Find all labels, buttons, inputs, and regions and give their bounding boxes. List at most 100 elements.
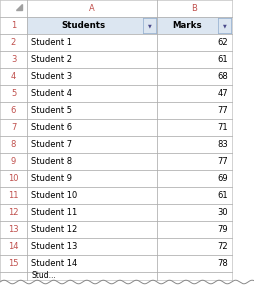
Text: ▼: ▼ (148, 23, 151, 28)
Bar (27, 17, 157, 34)
Bar (0, 153, 27, 170)
Bar (27, 136, 157, 153)
Bar (157, 34, 232, 51)
Bar (0, 68, 27, 85)
Bar (27, 51, 157, 68)
Text: 12: 12 (8, 208, 19, 217)
Bar (0, 51, 27, 68)
Text: 79: 79 (217, 225, 228, 234)
Text: Student 6: Student 6 (31, 123, 72, 132)
Text: 9: 9 (11, 157, 16, 166)
Text: 71: 71 (217, 123, 228, 132)
Bar (0, 17, 27, 34)
Bar (0, 221, 27, 238)
Bar (157, 102, 232, 119)
Bar (157, 136, 232, 153)
Bar (0, 0, 27, 17)
Text: Student 3: Student 3 (31, 72, 72, 81)
Bar (218, 18, 231, 33)
Bar (157, 238, 232, 255)
Bar (0, 34, 27, 51)
Text: 7: 7 (11, 123, 16, 132)
Bar (0, 255, 27, 272)
Bar (0, 204, 27, 221)
Bar (157, 51, 232, 68)
Text: Student 4: Student 4 (31, 89, 72, 98)
Text: 14: 14 (8, 242, 19, 251)
Text: 13: 13 (8, 225, 19, 234)
Text: 5: 5 (11, 89, 16, 98)
Text: Student 14: Student 14 (31, 259, 77, 268)
Bar (27, 221, 157, 238)
Text: Student 2: Student 2 (31, 55, 72, 64)
Bar (27, 204, 157, 221)
Bar (0, 119, 27, 136)
Bar (143, 18, 156, 33)
Text: 2: 2 (11, 38, 16, 47)
Text: Marks: Marks (173, 21, 202, 30)
Bar (157, 68, 232, 85)
Text: 78: 78 (217, 259, 228, 268)
Bar (27, 68, 157, 85)
Text: Student 10: Student 10 (31, 191, 77, 200)
Text: 47: 47 (217, 89, 228, 98)
Bar (27, 153, 157, 170)
Bar (27, 238, 157, 255)
Text: 11: 11 (8, 191, 19, 200)
Text: A: A (89, 4, 95, 13)
Bar (27, 119, 157, 136)
Bar (157, 204, 232, 221)
Text: 3: 3 (11, 55, 16, 64)
Bar (157, 272, 232, 280)
Text: 8: 8 (11, 140, 16, 149)
Text: 1: 1 (11, 21, 16, 30)
Text: Student 5: Student 5 (31, 106, 72, 115)
Bar (27, 272, 157, 280)
Bar (0, 170, 27, 187)
Bar (27, 187, 157, 204)
Text: Students: Students (61, 21, 105, 30)
Bar (157, 119, 232, 136)
Text: Student 9: Student 9 (31, 174, 72, 183)
Bar (157, 17, 232, 34)
Text: 68: 68 (217, 72, 228, 81)
Text: 72: 72 (217, 242, 228, 251)
Bar (0, 136, 27, 153)
Text: 83: 83 (217, 140, 228, 149)
Text: Student 8: Student 8 (31, 157, 72, 166)
Text: 4: 4 (11, 72, 16, 81)
Bar (0, 272, 27, 280)
Text: 15: 15 (8, 259, 19, 268)
Polygon shape (16, 4, 22, 10)
Text: Student 12: Student 12 (31, 225, 77, 234)
Text: 77: 77 (217, 157, 228, 166)
Bar (0, 85, 27, 102)
Bar (27, 34, 157, 51)
Bar (27, 170, 157, 187)
Text: Student 7: Student 7 (31, 140, 72, 149)
Text: Student 11: Student 11 (31, 208, 77, 217)
Bar (157, 170, 232, 187)
Bar (157, 187, 232, 204)
Text: Student 13: Student 13 (31, 242, 77, 251)
Text: 61: 61 (217, 191, 228, 200)
Text: 77: 77 (217, 106, 228, 115)
Bar (27, 255, 157, 272)
Text: 61: 61 (217, 55, 228, 64)
Bar (27, 0, 157, 17)
Text: 62: 62 (217, 38, 228, 47)
Bar (0, 238, 27, 255)
Text: 69: 69 (217, 174, 228, 183)
Text: 30: 30 (217, 208, 228, 217)
Bar (157, 255, 232, 272)
Bar (157, 221, 232, 238)
Text: 10: 10 (8, 174, 19, 183)
Bar (0, 187, 27, 204)
Bar (157, 153, 232, 170)
Bar (27, 102, 157, 119)
Bar (0, 102, 27, 119)
Bar (27, 85, 157, 102)
Text: 6: 6 (11, 106, 16, 115)
Text: ▼: ▼ (223, 23, 226, 28)
Bar (157, 85, 232, 102)
